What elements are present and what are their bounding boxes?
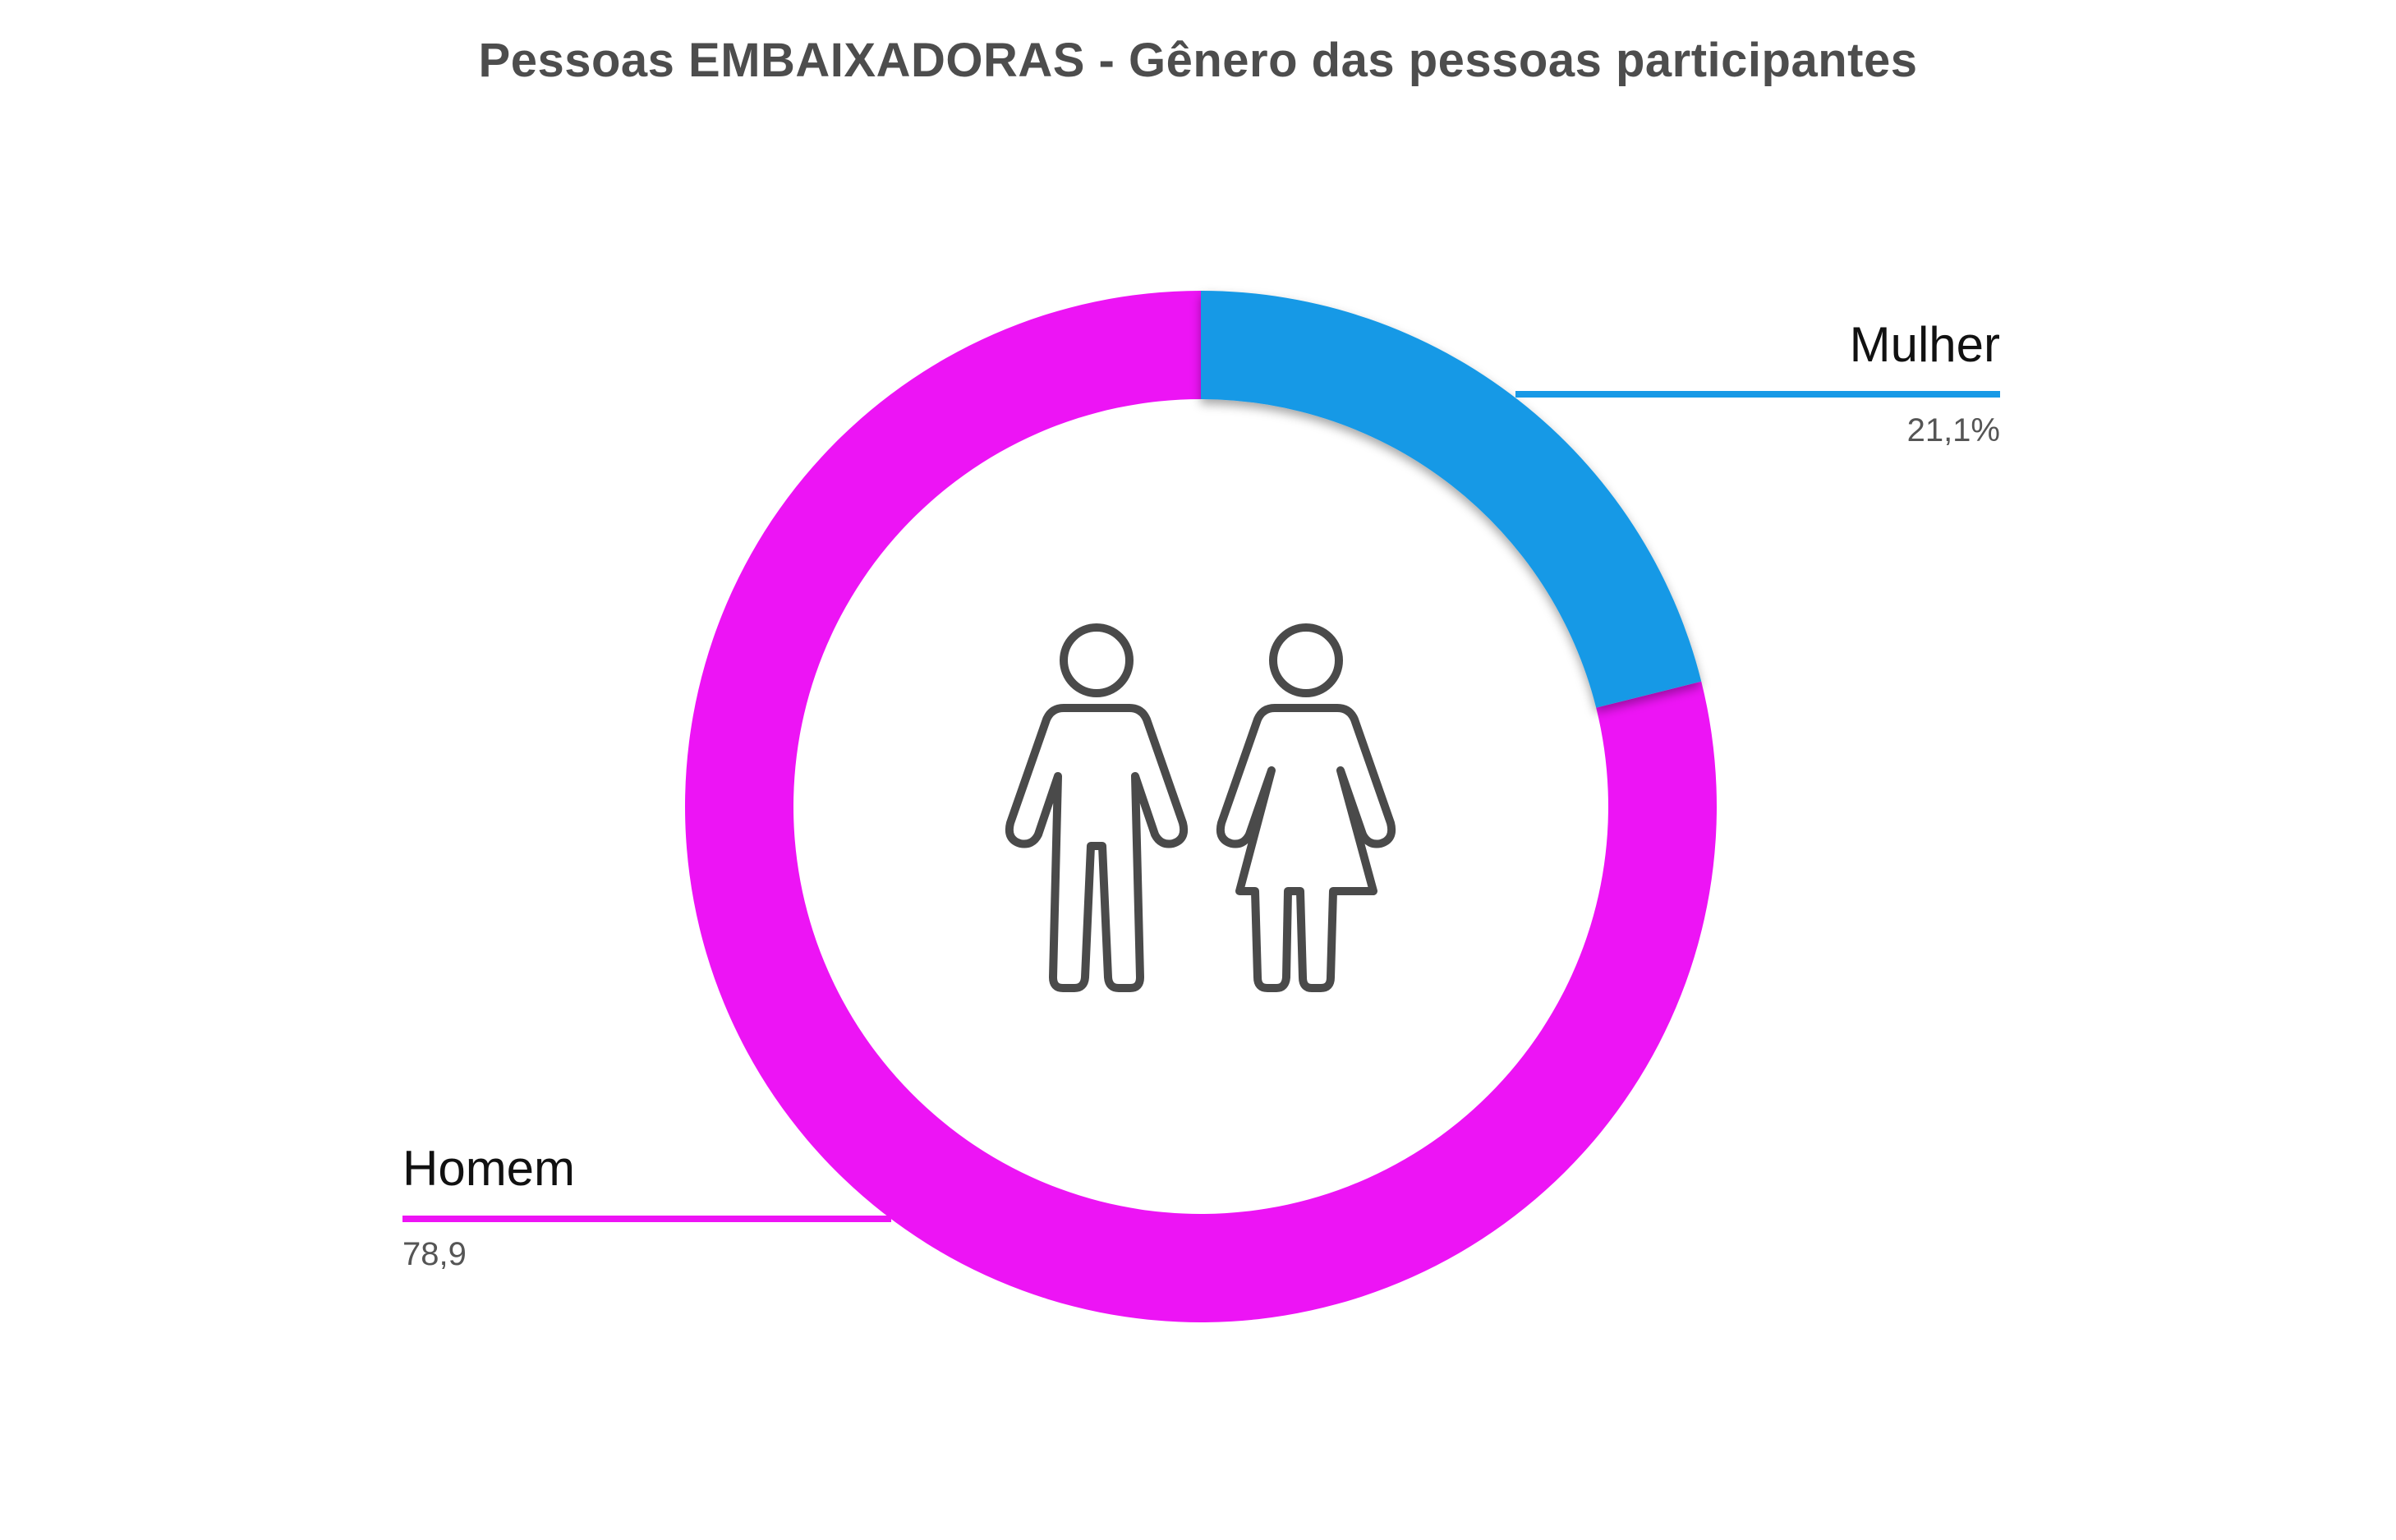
donut-slices <box>685 291 1718 1322</box>
man-and-woman-icon <box>1005 623 1396 992</box>
woman-icon <box>1216 623 1396 992</box>
slice-label-mulher: Mulher 21,1% <box>1515 317 2000 448</box>
slice-label-name: Homem <box>402 1141 575 1196</box>
slice-label-name: Mulher <box>1850 317 2000 372</box>
man-icon <box>1005 623 1189 992</box>
slice-label-value: 78,9 <box>402 1236 467 1272</box>
chart-title: Pessoas EMBAIXADORAS - Gênero das pessoa… <box>478 34 1918 87</box>
slice-label-value: 21,1% <box>1907 412 2000 448</box>
donut-slice-mulher <box>1201 291 1702 708</box>
slice-label-homem: Homem 78,9 <box>402 1141 891 1272</box>
